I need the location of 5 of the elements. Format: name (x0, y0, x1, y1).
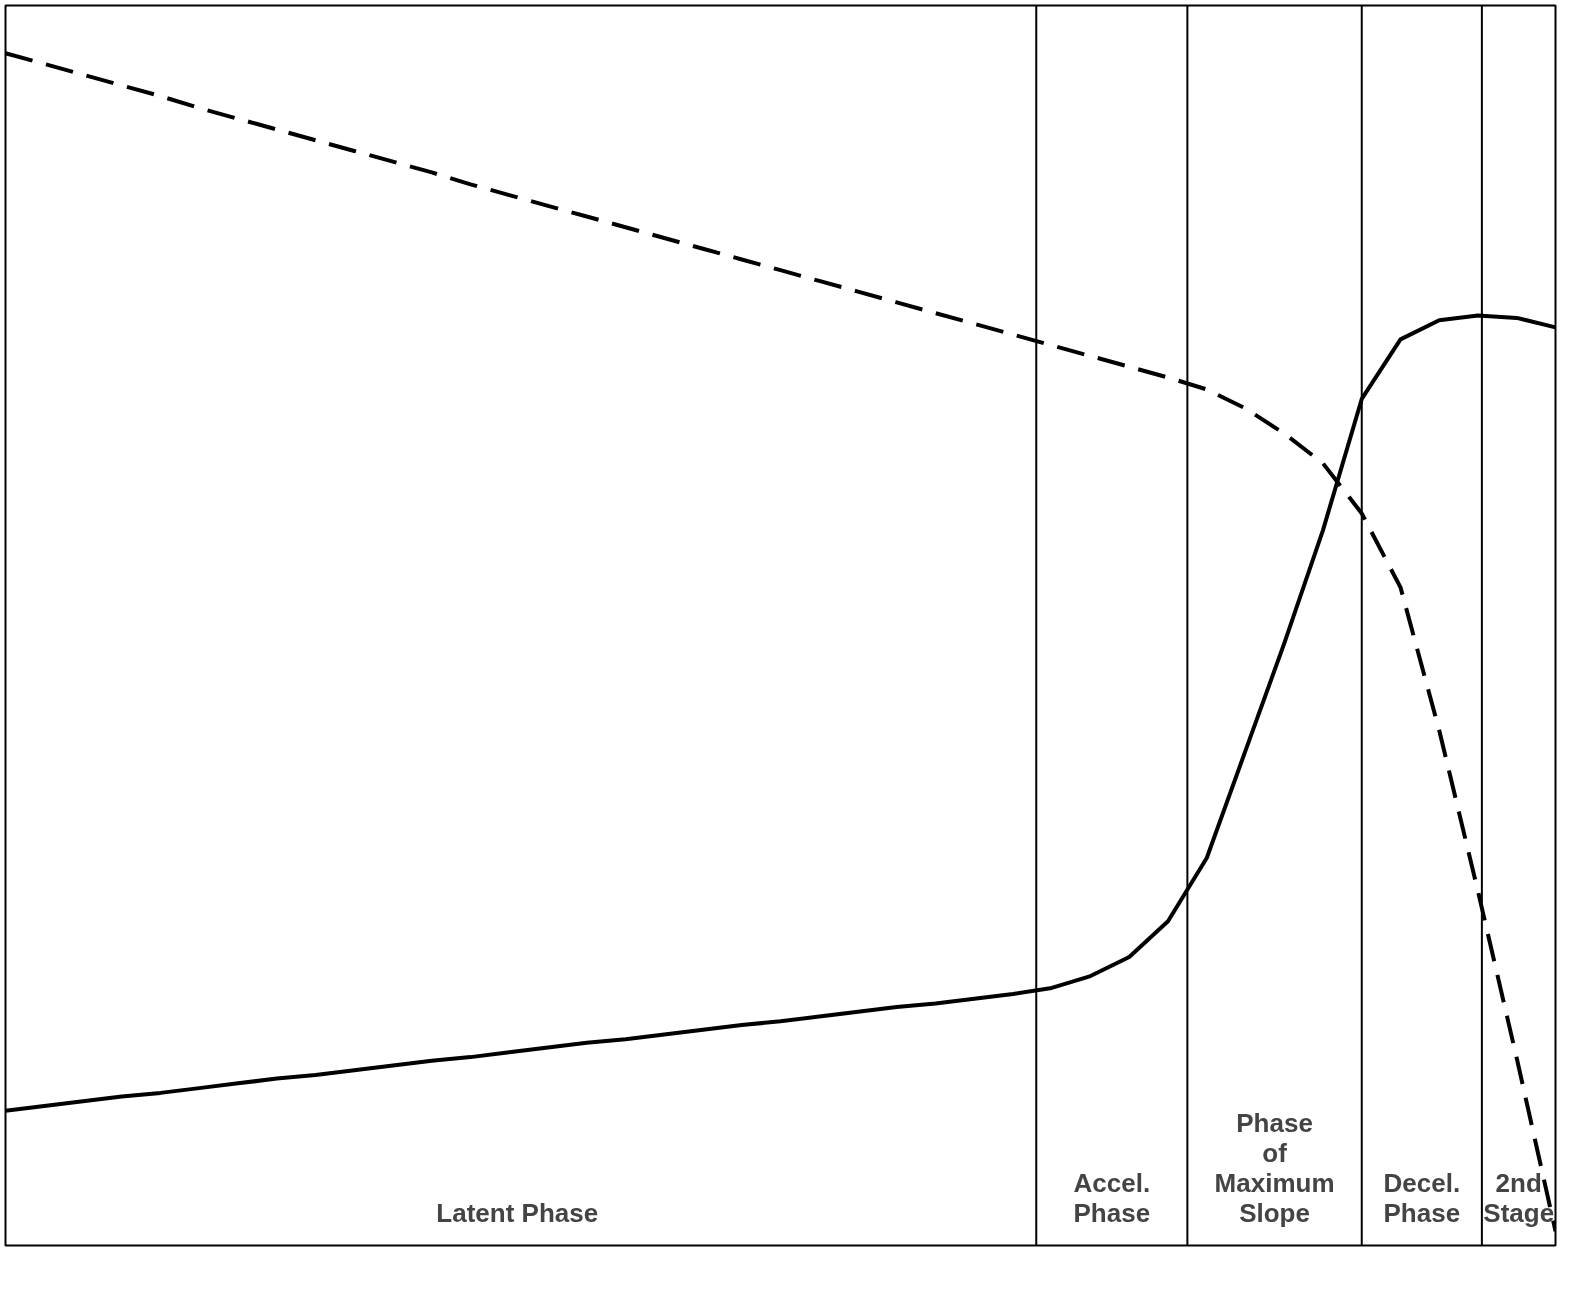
annotation: Decel. Phase (1383, 1167, 1461, 1228)
annotation: 2nd Stage (1483, 1167, 1555, 1228)
annotation: Accel. Phase (1073, 1167, 1151, 1228)
annotation: Latent Phase (436, 1197, 599, 1228)
annotation: Phase of Maximum Slope (1214, 1107, 1335, 1228)
